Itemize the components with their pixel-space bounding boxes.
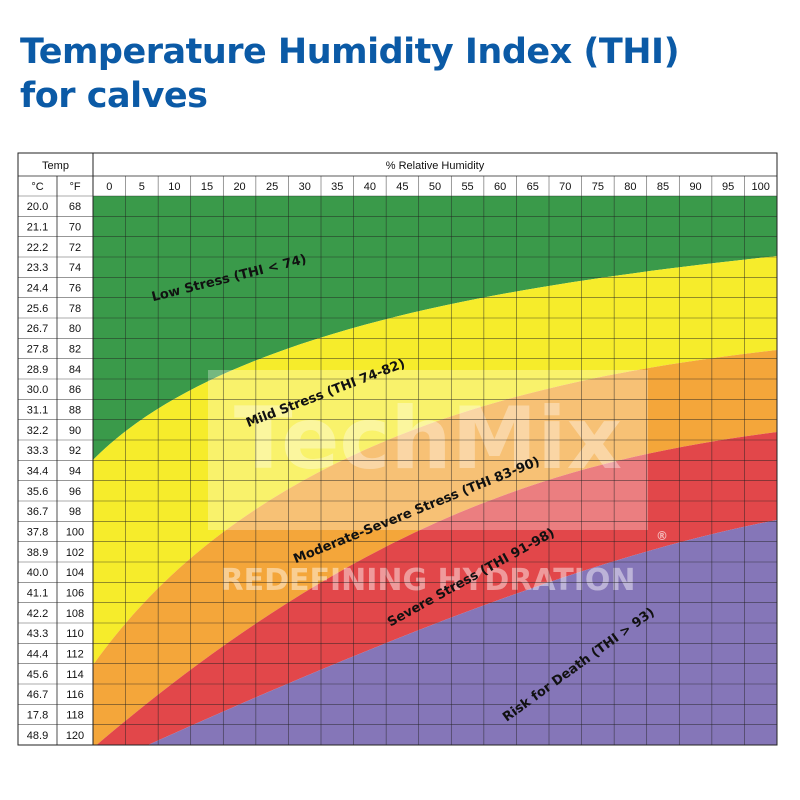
temp-f-tick-label: 112 [66, 649, 84, 661]
temp-f-tick-label: 80 [69, 323, 81, 335]
temp-c-tick-label: 28.9 [27, 364, 48, 376]
temp-f-tick-label: 74 [69, 262, 81, 274]
temp-f-tick-label: 116 [66, 689, 84, 701]
temp-c-tick-label: 46.7 [27, 689, 48, 701]
rh-tick-label: 20 [233, 181, 245, 193]
rh-tick-label: 15 [201, 181, 213, 193]
temp-c-tick-label: 21.1 [27, 222, 48, 234]
temp-c-tick-label: 38.9 [27, 547, 48, 559]
rh-tick-label: 45 [396, 181, 408, 193]
zone-5-band [148, 520, 777, 745]
rh-tick-label: 40 [364, 181, 376, 193]
zone-4-band [96, 432, 777, 745]
rh-tick-label: 100 [752, 181, 770, 193]
techmix-watermark: TechMix REDEFINING HYDRATION ® [208, 370, 668, 598]
temp-c-tick-label: 17.8 [27, 710, 48, 722]
temp-c-tick-label: 31.1 [27, 405, 48, 417]
temp-c-tick-label: 41.1 [27, 588, 48, 600]
rh-tick-label: 30 [299, 181, 311, 193]
rh-tick-label: 95 [722, 181, 734, 193]
temp-f-tick-label: 114 [66, 669, 84, 681]
temp-f-tick-label: 68 [69, 201, 81, 213]
temp-c-tick-label: 34.4 [27, 466, 48, 478]
temp-f-tick-label: 72 [69, 242, 81, 254]
rh-tick-label: 50 [429, 181, 441, 193]
temp-c-tick-label: 20.0 [27, 201, 48, 213]
temp-f-tick-label: 78 [69, 303, 81, 315]
temp-c-tick-label: 24.4 [27, 283, 48, 295]
temp-f-tick-label: 92 [69, 445, 81, 457]
temp-f-tick-label: 96 [69, 486, 81, 498]
temp-c-tick-label: 27.8 [27, 344, 48, 356]
temp-c-tick-label: 42.2 [27, 608, 48, 620]
title-line-1: Temperature Humidity Index (THI) [20, 32, 680, 72]
rh-tick-label: 85 [657, 181, 669, 193]
table-border [17, 152, 778, 746]
temp-c-tick-label: 35.6 [27, 486, 48, 498]
temp-c-tick-label: 26.7 [27, 323, 48, 335]
temp-f-tick-label: 104 [66, 567, 84, 579]
temp-c-tick-label: 48.9 [27, 730, 48, 742]
temp-f-tick-label: 98 [69, 506, 81, 518]
temp-f-tick-label: 102 [66, 547, 84, 559]
zone-1-band [93, 196, 777, 460]
temp-c-tick-label: 36.7 [27, 506, 48, 518]
watermark-brand: TechMix [234, 389, 622, 489]
rh-tick-label: 5 [139, 181, 145, 193]
temp-f-tick-label: 100 [66, 527, 84, 539]
rh-tick-label: 75 [592, 181, 604, 193]
temp-c-tick-label: 32.2 [27, 425, 48, 437]
temp-f-tick-label: 94 [69, 466, 81, 478]
temp-c-tick-label: 40.0 [27, 567, 48, 579]
temp-f-tick-label: 110 [66, 628, 84, 640]
watermark-tagline: REDEFINING HYDRATION [220, 563, 635, 598]
temp-f-tick-label: 106 [66, 588, 84, 600]
page-title: Temperature Humidity Index (THI) for cal… [20, 30, 680, 118]
temp-c-tick-label: 45.6 [27, 669, 48, 681]
celsius-unit-label: °C [31, 181, 43, 193]
temp-c-tick-label: 23.3 [27, 262, 48, 274]
fahrenheit-unit-label: °F [69, 181, 80, 193]
rh-tick-label: 60 [494, 181, 506, 193]
rh-tick-label: 65 [527, 181, 539, 193]
temp-c-tick-label: 43.3 [27, 628, 48, 640]
rh-tick-label: 70 [559, 181, 571, 193]
zone-3-band [93, 350, 777, 745]
rh-tick-label: 25 [266, 181, 278, 193]
watermark-registered: ® [656, 529, 668, 543]
watermark-box [208, 370, 648, 530]
temp-f-tick-label: 82 [69, 344, 81, 356]
temp-f-tick-label: 108 [66, 608, 84, 620]
temp-f-tick-label: 120 [66, 730, 84, 742]
temp-c-tick-label: 22.2 [27, 242, 48, 254]
temp-c-tick-label: 25.6 [27, 303, 48, 315]
temp-f-tick-label: 70 [69, 222, 81, 234]
zone-2-band [93, 256, 777, 665]
rh-tick-label: 10 [168, 181, 180, 193]
temp-f-tick-label: 88 [69, 405, 81, 417]
temp-header: Temp [42, 160, 69, 172]
temp-c-tick-label: 30.0 [27, 384, 48, 396]
temp-c-tick-label: 44.4 [27, 649, 48, 661]
rh-tick-label: 80 [624, 181, 636, 193]
title-line-2: for calves [20, 76, 208, 116]
temp-f-tick-label: 118 [66, 710, 84, 722]
temp-f-tick-label: 84 [69, 364, 81, 376]
rh-tick-label: 90 [689, 181, 701, 193]
temp-f-tick-label: 76 [69, 283, 81, 295]
rh-tick-label: 35 [331, 181, 343, 193]
temp-f-tick-label: 86 [69, 384, 81, 396]
temp-f-tick-label: 90 [69, 425, 81, 437]
temp-c-tick-label: 37.8 [27, 527, 48, 539]
rh-tick-label: 55 [461, 181, 473, 193]
rh-header: % Relative Humidity [386, 160, 485, 172]
rh-tick-label: 0 [106, 181, 112, 193]
temp-c-tick-label: 33.3 [27, 445, 48, 457]
